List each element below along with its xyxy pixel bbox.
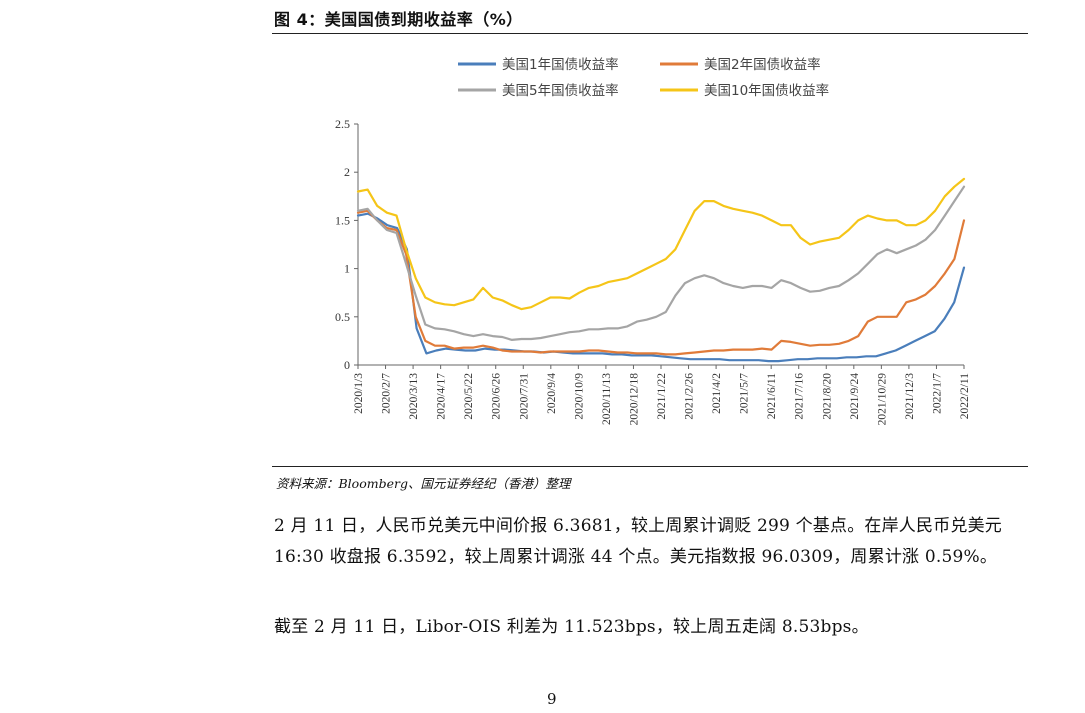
chart-axes: 0 0.5 1 1.5 2 2.5 2020/1/3 2020/2/7 2020/3/13 202…	[335, 117, 971, 425]
chart-plot-area	[356, 177, 966, 363]
x-tick-label: 2020/6/26	[491, 373, 503, 420]
x-tick-label: 2022/2/11	[959, 373, 971, 419]
series-line-1	[356, 212, 966, 363]
x-tick-label: 2020/1/3	[353, 373, 365, 414]
bottom-rule	[272, 466, 1028, 467]
figure-title: 图 4：美国国债到期收益率（%）	[274, 10, 523, 29]
x-tick-label: 2021/10/29	[876, 373, 888, 426]
y-tick-label: 0	[344, 358, 350, 372]
x-tick-label: 2021/9/24	[849, 373, 861, 420]
x-tick-label: 2020/9/4	[546, 373, 558, 414]
x-tick-label: 2020/11/13	[601, 373, 613, 425]
paragraph-libor: 截至 2 月 11 日，Libor-OIS 利差为 11.523bps，较上周五…	[274, 617, 869, 637]
y-tick-label: 0.5	[335, 310, 350, 324]
x-tick-label: 2020/4/17	[436, 373, 448, 420]
y-tick-label: 2	[344, 165, 350, 179]
x-tick-label: 2022/1/7	[931, 373, 943, 414]
series-line-4	[356, 177, 966, 311]
top-rule	[272, 33, 1028, 34]
x-tick-label: 2021/8/20	[821, 373, 833, 420]
y-tick-label: 2.5	[335, 117, 350, 131]
x-tick-label: 2021/7/16	[794, 373, 806, 420]
x-tick-label: 2021/1/22	[656, 373, 668, 420]
y-tick-label: 1	[344, 262, 350, 276]
x-tick-label: 2020/10/9	[573, 373, 585, 420]
x-tick-label: 2020/5/22	[463, 373, 475, 420]
legend-label: 美国10年国债收益率	[704, 82, 829, 99]
x-tick-label: 2021/12/3	[904, 373, 916, 420]
series-line-3	[356, 185, 966, 341]
y-tick-label: 1.5	[335, 213, 350, 227]
x-tick-label: 2020/2/7	[381, 373, 393, 414]
page-number: 9	[547, 690, 557, 708]
legend-label: 美国2年国债收益率	[704, 56, 821, 73]
paragraph-fx: 2 月 11 日，人民币兑美元中间价报 6.3681，较上周累计调贬 299 个…	[274, 516, 1003, 567]
x-tick-label: 2020/3/13	[408, 373, 420, 420]
legend-label: 美国1年国债收益率	[502, 56, 619, 73]
x-tick-label: 2020/7/31	[518, 373, 530, 420]
x-tick-label: 2021/5/7	[739, 373, 751, 414]
legend-label: 美国5年国债收益率	[502, 82, 619, 99]
source-note: 资料来源：Bloomberg、国元证券经纪（香港）整理	[276, 476, 571, 491]
series-line-2	[356, 209, 966, 356]
x-tick-label: 2020/12/18	[628, 373, 640, 426]
x-tick-label: 2021/6/11	[766, 373, 778, 419]
x-tick-label: 2021/4/2	[711, 373, 723, 414]
x-tick-label: 2021/2/26	[684, 373, 696, 420]
